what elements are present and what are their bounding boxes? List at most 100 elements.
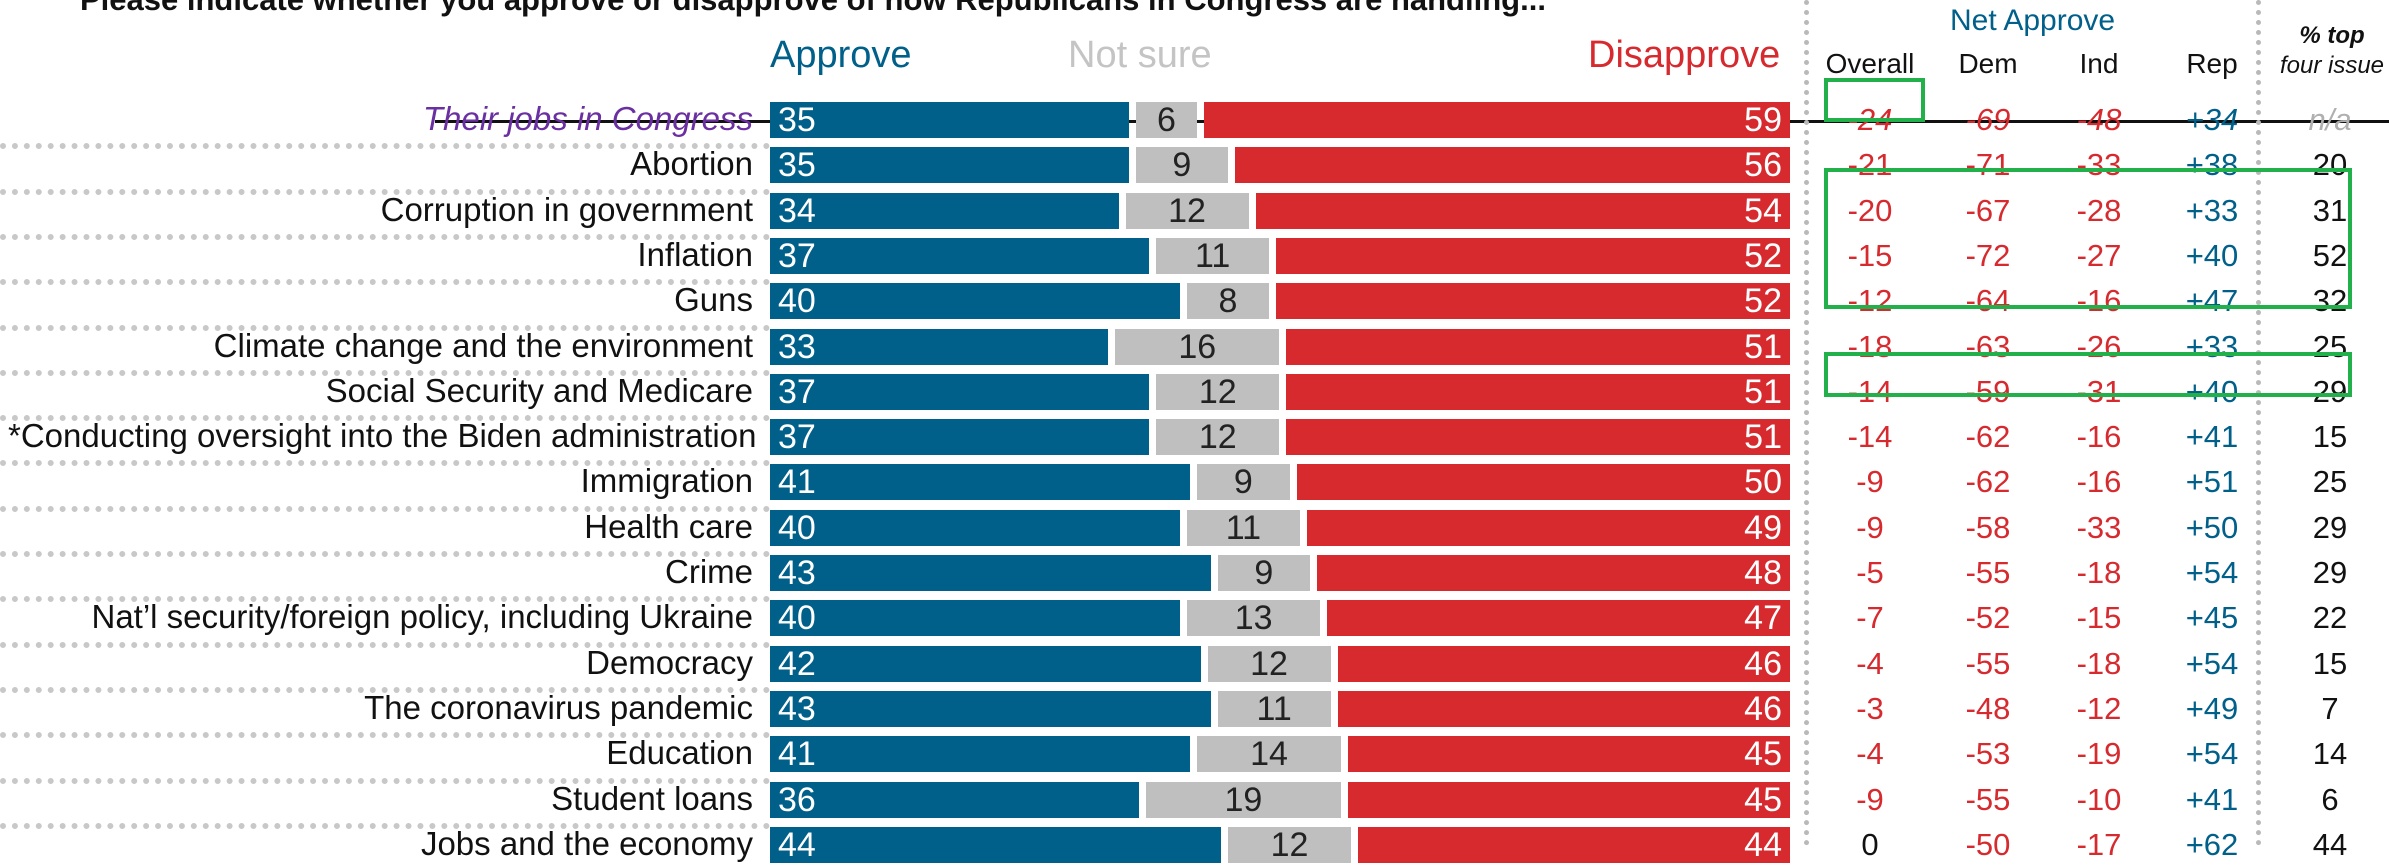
legend-disapprove: Disapprove <box>1588 34 1781 76</box>
not-sure-bar <box>1197 736 1341 773</box>
highlight-box-overall <box>1824 78 1925 122</box>
highlight-box-social-security <box>1824 352 2352 397</box>
row-label: Their jobs in Congress <box>422 100 753 137</box>
not-sure-bar <box>1115 328 1280 365</box>
net-ind-value: -16 <box>2076 419 2122 455</box>
net-dem-value: -67 <box>1965 192 2011 228</box>
net-top-issue-value: 52 <box>2312 237 2348 273</box>
not-sure-value: 19 <box>1224 780 1263 819</box>
disapprove-bar <box>1255 192 1790 229</box>
net-top-issue-value: 29 <box>2312 509 2348 545</box>
net-dem-value: -50 <box>1965 826 2011 862</box>
disapprove-value: 59 <box>1744 101 1782 139</box>
net-ind-value: -33 <box>2076 509 2122 545</box>
row-separator <box>0 279 770 286</box>
approve-bar <box>770 781 1139 818</box>
not-sure-bar <box>1125 192 1249 229</box>
col-dem-header: Dem <box>1958 48 2018 79</box>
net-rep-value: +33 <box>2185 192 2239 228</box>
disapprove-value: 46 <box>1744 644 1782 683</box>
net-overall-value: -15 <box>1847 237 1893 273</box>
disapprove-bar <box>1286 419 1790 456</box>
disapprove-bar <box>1286 373 1790 410</box>
disapprove-value: 46 <box>1744 689 1782 728</box>
not-sure-value: 12 <box>1198 418 1237 457</box>
not-sure-value: 12 <box>1168 191 1206 230</box>
row-separator <box>0 686 770 693</box>
net-overall-value: -3 <box>1856 690 1884 726</box>
col-ind-header: Ind <box>2079 48 2119 79</box>
disapprove-value: 45 <box>1744 780 1782 819</box>
not-sure-bar <box>1156 419 1280 456</box>
net-top-issue-value: 7 <box>2321 690 2339 726</box>
disapprove-value: 47 <box>1744 599 1782 638</box>
disapprove-value: 45 <box>1744 735 1782 774</box>
row-label: Jobs and the economy <box>420 824 753 862</box>
approve-bar <box>770 645 1201 682</box>
net-dem-value: -58 <box>1965 509 2011 545</box>
net-top-issue-value: 20 <box>2312 147 2348 183</box>
net-rep-value: +54 <box>2185 645 2239 681</box>
disapprove-bar <box>1204 102 1790 138</box>
net-ind-value: -33 <box>2076 147 2122 183</box>
approve-bar <box>770 555 1211 591</box>
net-top-issue-value: 6 <box>2321 781 2339 817</box>
net-rep-value: +49 <box>2185 690 2239 726</box>
approve-bar <box>770 102 1129 138</box>
disapprove-value: 52 <box>1744 282 1782 321</box>
highlight-box-issues <box>1824 168 2352 309</box>
not-sure-bar <box>1197 464 1290 501</box>
row-separator <box>0 324 770 331</box>
approve-bar <box>770 283 1180 320</box>
net-ind-value: -26 <box>2076 328 2122 364</box>
row-separator <box>0 369 770 376</box>
row-label: Inflation <box>637 235 753 273</box>
not-sure-value: 13 <box>1234 599 1273 638</box>
row-label: The coronavirus pandemic <box>364 688 753 726</box>
net-overall-value: -5 <box>1856 555 1884 590</box>
approve-bar <box>770 328 1109 365</box>
net-rep-value: +54 <box>2185 555 2239 590</box>
approve-value: 43 <box>778 689 816 728</box>
approve-value: 35 <box>778 146 816 185</box>
col-overall-header: Overall <box>1825 48 1915 79</box>
approve-value: 34 <box>778 191 816 230</box>
disapprove-value: 50 <box>1744 463 1782 502</box>
net-overall-value: -9 <box>1856 509 1884 545</box>
not-sure-bar <box>1217 555 1310 591</box>
row-separator <box>0 415 770 422</box>
disapprove-value: 54 <box>1744 191 1782 230</box>
not-sure-value: 12 <box>1250 644 1288 683</box>
not-sure-value: 11 <box>1194 236 1231 275</box>
not-sure-value: 11 <box>1225 508 1262 547</box>
not-sure-bar <box>1207 645 1331 682</box>
net-dem-value: -48 <box>1965 690 2011 726</box>
net-top-issue-value: 25 <box>2312 464 2348 500</box>
approve-value: 41 <box>778 735 816 774</box>
disapprove-value: 51 <box>1744 418 1782 457</box>
disapprove-bar <box>1347 781 1790 818</box>
net-top-issue-value: 25 <box>2312 328 2348 364</box>
approve-bar <box>770 690 1211 727</box>
net-dem-value: -55 <box>1965 645 2011 681</box>
net-overall-value: 0 <box>1861 826 1879 862</box>
net-dem-value: -63 <box>1965 328 2011 364</box>
not-sure-value: 9 <box>1254 554 1274 592</box>
net-ind-value: -12 <box>2076 690 2122 726</box>
net-rep-value: +50 <box>2185 509 2239 545</box>
row-label: Crime <box>665 553 753 590</box>
not-sure-bar <box>1156 237 1269 274</box>
row-separator <box>0 233 770 240</box>
net-ind-value: -18 <box>2076 555 2122 590</box>
question-title: Please indicate whether you approve or d… <box>80 0 1546 18</box>
net-dem-value: -64 <box>1965 283 2011 319</box>
net-overall-value: -21 <box>1847 147 1893 183</box>
not-sure-value: 8 <box>1218 282 1238 321</box>
not-sure-value: 16 <box>1178 327 1217 366</box>
approve-bar <box>770 600 1180 637</box>
not-sure-value: 12 <box>1198 372 1237 411</box>
not-sure-value: 9 <box>1233 463 1253 502</box>
net-rep-value: +40 <box>2185 237 2239 273</box>
row-label: Immigration <box>580 462 753 500</box>
row-separator <box>0 505 770 512</box>
